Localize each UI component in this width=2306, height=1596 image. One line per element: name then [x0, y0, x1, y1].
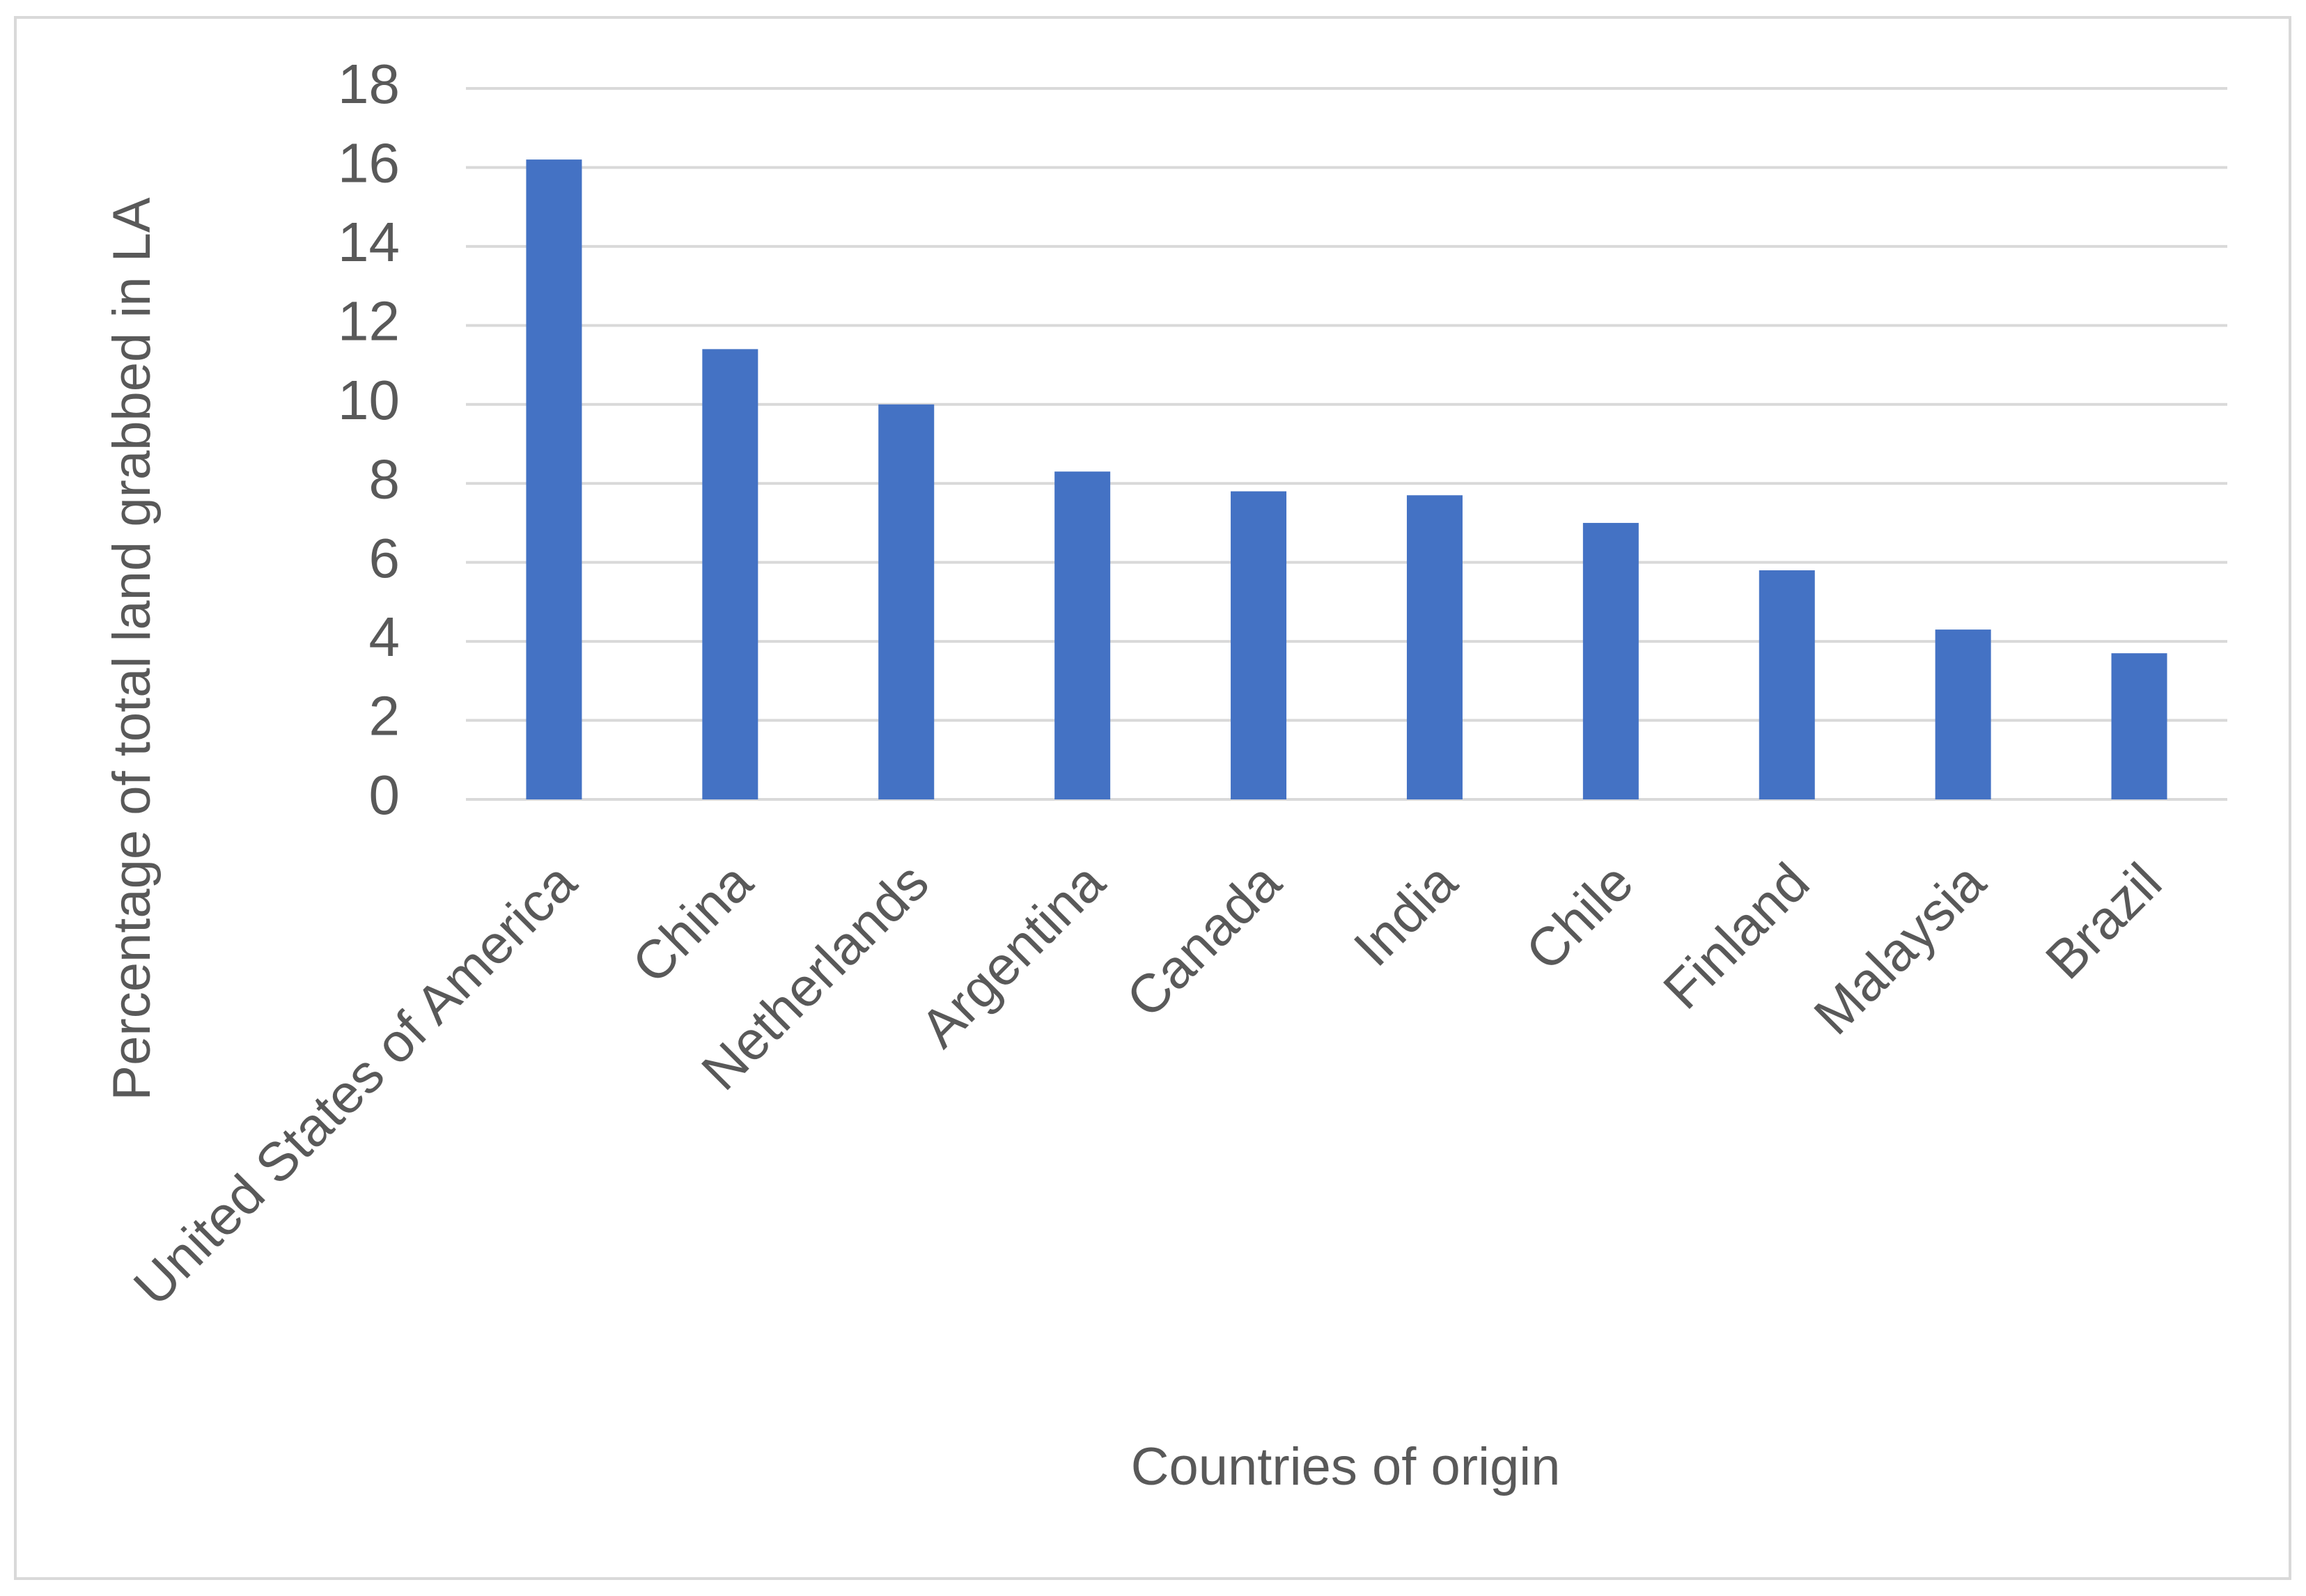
- y-tick-label: 14: [338, 211, 400, 273]
- bar: [2111, 653, 2167, 799]
- x-axis-title: Countries of origin: [1131, 1437, 1561, 1496]
- bar: [1231, 491, 1287, 799]
- bar: [526, 159, 582, 800]
- bar: [1582, 522, 1639, 799]
- bar: [1406, 495, 1463, 799]
- y-axis-title: Percentage of total land grabbed in LA: [102, 197, 162, 1100]
- bar: [878, 404, 935, 799]
- y-tick-label: 10: [338, 369, 400, 431]
- y-tick-label: 16: [338, 132, 400, 194]
- y-tick-label: 6: [369, 527, 400, 589]
- bar: [1935, 629, 1991, 799]
- y-tick-label: 18: [338, 53, 400, 115]
- bar: [702, 349, 758, 799]
- y-tick-label: 12: [338, 290, 400, 352]
- y-tick-label: 8: [369, 448, 400, 510]
- y-tick-label: 2: [369, 685, 400, 747]
- bar: [1759, 570, 1815, 799]
- bar: [1054, 471, 1111, 799]
- y-tick-label: 4: [369, 606, 400, 668]
- y-tick-label: 0: [369, 764, 400, 826]
